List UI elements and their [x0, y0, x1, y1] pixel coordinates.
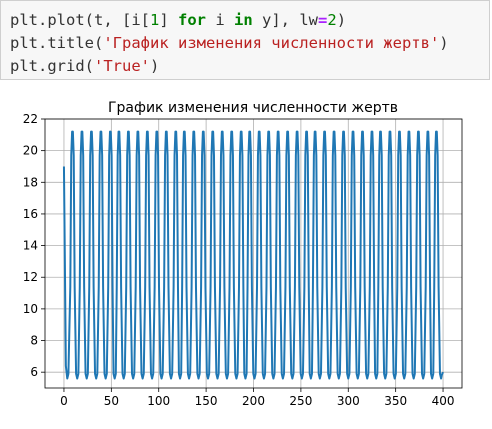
x-tick-label: 250 [289, 394, 312, 408]
code-token: ] [159, 11, 178, 29]
y-axis-ticks: 6 8 10 12 14 16 18 20 22 [23, 112, 45, 379]
y-tick-label: 20 [23, 144, 38, 158]
x-tick-label: 0 [60, 394, 68, 408]
code-token: i [206, 11, 234, 29]
code-token: 'График изменения численности жертв' [103, 34, 440, 52]
code-token: 2 [327, 11, 337, 29]
x-tick-label: 350 [384, 394, 407, 408]
y-tick-label: 8 [30, 334, 38, 348]
output-area: График изменения численности жертв 0 50 10… [0, 88, 492, 425]
y-tick-label: 10 [23, 302, 38, 316]
x-tick-label: 150 [195, 394, 218, 408]
code-line: plt.plot(t, [i[1] for i in y], lw=2) [10, 10, 346, 30]
series-line [62, 130, 444, 380]
code-token: for [178, 11, 206, 29]
code-token: = [318, 11, 328, 29]
x-tick-label: 50 [104, 394, 119, 408]
plot-frame [44, 118, 463, 389]
y-tick-label: 16 [23, 207, 38, 221]
code-token: plt.grid( [10, 57, 94, 75]
code-token: ) [336, 11, 347, 29]
code-token: ) [150, 57, 160, 75]
code-token: 'True' [94, 57, 150, 75]
code-token: y], lw [252, 11, 318, 29]
y-tick-label: 22 [23, 112, 38, 126]
y-tick-label: 14 [23, 239, 38, 253]
code-token: in [234, 11, 253, 29]
x-tick-label: 100 [147, 394, 170, 408]
x-tick-label: 300 [337, 394, 360, 408]
code-line: plt.title('График изменения численности … [10, 33, 449, 53]
series-group [62, 130, 444, 380]
y-tick-label: 18 [23, 175, 38, 189]
y-tick-label: 12 [23, 270, 38, 284]
x-tick-label: 400 [432, 394, 455, 408]
x-axis-ticks: 0 50 100 150 200 250 300 350 400 [60, 388, 454, 408]
chart-title: График изменения численности жертв [108, 100, 398, 116]
code-token: 1 [149, 11, 160, 29]
code-token: ) [439, 34, 449, 52]
code-line: plt.grid('True') [10, 56, 159, 76]
y-tick-label: 6 [30, 365, 38, 379]
code-token: plt.title( [10, 34, 104, 52]
line-chart: График изменения численности жертв 0 50 10… [23, 100, 463, 408]
code-cell[interactable]: plt.plot(t, [i[1] for i in y], lw=2) plt.… [0, 0, 490, 80]
x-tick-label: 200 [242, 394, 265, 408]
code-token: plt.plot(t, [i[ [10, 11, 150, 29]
